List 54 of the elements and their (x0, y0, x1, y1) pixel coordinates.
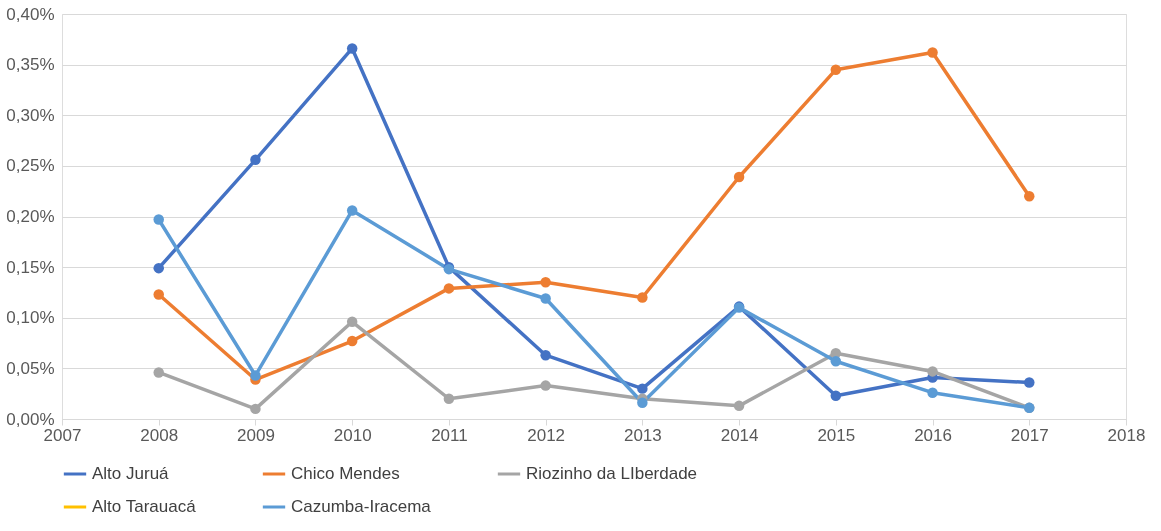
y-tick-label: 0,30% (6, 105, 55, 125)
point (927, 387, 938, 398)
legend-label: Cazumba-Iracema (291, 497, 432, 516)
y-tick-label: 0,25% (6, 156, 55, 176)
x-tick-label: 2017 (1010, 425, 1049, 445)
point (637, 383, 648, 394)
point (153, 367, 164, 378)
x-tick-label: 2012 (527, 425, 566, 445)
legend-label: Alto Tarauacá (92, 497, 197, 516)
point (927, 47, 938, 58)
point (540, 349, 551, 361)
x-tick-label: 2015 (817, 425, 856, 445)
legend-label: Chico Mendes (291, 464, 400, 483)
legend-label: Riozinho da LIberdade (526, 464, 698, 483)
y-tick-label: 0,40% (6, 4, 55, 24)
point (346, 335, 358, 347)
point (250, 370, 261, 381)
y-tick-label: 0,15% (6, 257, 55, 277)
y-tick-label: 0,10% (6, 308, 55, 328)
point (1024, 377, 1035, 388)
point (637, 292, 648, 303)
point (733, 400, 745, 412)
point (153, 262, 164, 274)
x-tick-label: 2009 (237, 425, 275, 445)
point (830, 356, 842, 367)
x-tick-label: 2013 (623, 425, 662, 445)
point (250, 403, 261, 415)
point (153, 289, 164, 300)
point (443, 393, 455, 404)
x-tick-label: 2016 (914, 425, 952, 445)
point (346, 316, 358, 328)
point (153, 214, 164, 225)
y-tick-label: 0,20% (6, 207, 55, 226)
legend-label: Alto Juruá (92, 464, 170, 483)
point (346, 43, 358, 54)
x-tick-label: 2014 (720, 425, 759, 445)
point (733, 171, 745, 183)
x-tick-label: 2008 (140, 425, 179, 445)
point (443, 283, 455, 294)
point (830, 64, 842, 75)
y-tick-label: 0,05% (6, 358, 55, 378)
point (830, 390, 842, 401)
point (540, 380, 551, 391)
point (637, 397, 648, 409)
point (927, 366, 938, 377)
point (540, 277, 551, 288)
x-tick-label: 2018 (1107, 425, 1146, 445)
x-tick-label: 2010 (333, 425, 372, 445)
x-tick-label: 2011 (431, 425, 468, 445)
point (540, 293, 551, 304)
point (1024, 191, 1035, 202)
point (250, 154, 261, 166)
y-tick-label: 0,35% (6, 55, 55, 75)
point (346, 205, 358, 216)
